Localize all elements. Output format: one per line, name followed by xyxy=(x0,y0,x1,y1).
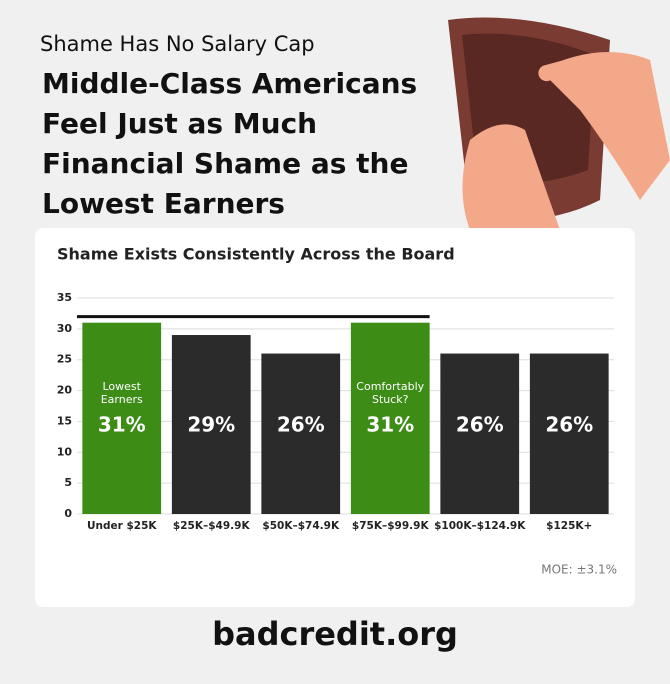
annotation: Comfortably Stuck? xyxy=(356,380,425,406)
value-label: 29% xyxy=(187,413,235,437)
y-tick-label: 30 xyxy=(57,322,73,335)
value-label: 31% xyxy=(98,413,146,437)
y-tick-label: 15 xyxy=(57,414,72,427)
bar xyxy=(529,353,609,514)
y-tick-label: 35 xyxy=(57,291,72,304)
value-label: 26% xyxy=(545,413,593,437)
bar xyxy=(350,322,430,514)
x-tick-label: Under $25K xyxy=(87,520,157,532)
y-tick-label: 0 xyxy=(64,507,72,520)
x-tick-label: $75K–$99.9K xyxy=(352,520,430,532)
value-label: 26% xyxy=(277,413,325,437)
annotation: Lowest Earners xyxy=(100,380,143,406)
wallet-illustration xyxy=(448,17,670,230)
y-tick-label: 20 xyxy=(57,384,73,397)
y-tick-label: 5 xyxy=(64,476,72,489)
x-tick-label: $50K–$74.9K xyxy=(262,520,340,532)
x-tick-label: $100K–$124.9K xyxy=(434,520,526,532)
x-tick-label: $25K–$49.9K xyxy=(173,520,251,532)
logo: badcredit.org xyxy=(212,615,458,653)
y-tick-label: 10 xyxy=(57,445,73,458)
x-tick-label: $125K+ xyxy=(546,520,592,532)
y-tick-label: 25 xyxy=(57,353,72,366)
bar xyxy=(261,353,341,514)
bar xyxy=(171,335,251,514)
headline: Middle-Class Americans Feel Just as Much… xyxy=(42,67,418,220)
value-label: 26% xyxy=(456,413,504,437)
bar xyxy=(82,322,162,514)
chart-title: Shame Exists Consistently Across the Boa… xyxy=(57,245,455,264)
value-label: 31% xyxy=(366,413,414,437)
note: MOE: ±3.1% xyxy=(541,563,617,577)
subtitle: Shame Has No Salary Cap xyxy=(40,32,315,56)
bar xyxy=(440,353,520,514)
